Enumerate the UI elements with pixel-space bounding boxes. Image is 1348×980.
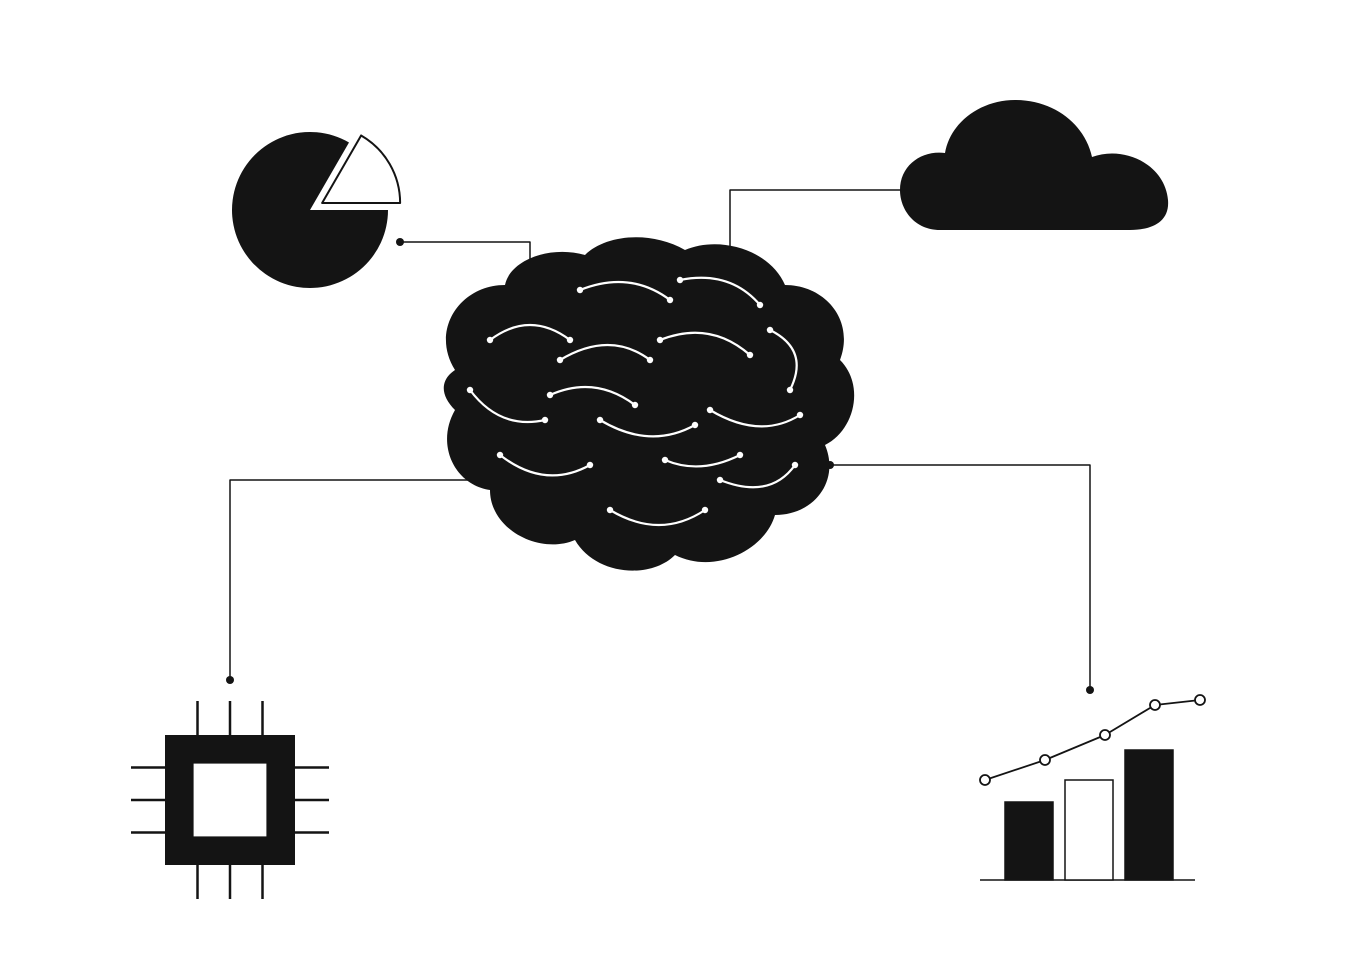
connector-dot: [396, 238, 404, 246]
brain-circuit-node: [647, 357, 653, 363]
chip-icon: [131, 701, 329, 899]
connector-brain_to_chart: [830, 465, 1090, 690]
brain-circuit-node: [542, 417, 548, 423]
brain-circuit-node: [497, 452, 503, 458]
brain-circuit-node: [662, 457, 668, 463]
brain-circuit-node: [692, 422, 698, 428]
brain-circuit-node: [747, 352, 753, 358]
brain-circuit-node: [767, 327, 773, 333]
chart-bar-1: [1065, 780, 1113, 880]
chart-trend-marker-2: [1100, 730, 1110, 740]
bar-chart-icon: [980, 695, 1205, 880]
brain-circuit-node: [597, 417, 603, 423]
brain-circuit-node: [702, 507, 708, 513]
chart-bar-0: [1005, 802, 1053, 880]
brain-circuit-node: [607, 507, 613, 513]
brain-icon: [444, 237, 854, 570]
brain-circuit-node: [707, 407, 713, 413]
brain-circuit-node: [792, 462, 798, 468]
brain-circuit-node: [467, 387, 473, 393]
brain-circuit-node: [797, 412, 803, 418]
chart-trend-marker-4: [1195, 695, 1205, 705]
chart-trend-marker-0: [980, 775, 990, 785]
brain-circuit-node: [632, 402, 638, 408]
brain-circuit-node: [677, 277, 683, 283]
chart-trend-marker-3: [1150, 700, 1160, 710]
brain-circuit-node: [487, 337, 493, 343]
chart-trend-marker-1: [1040, 755, 1050, 765]
brain-circuit-node: [577, 287, 583, 293]
brain-circuit-node: [657, 337, 663, 343]
connector-brain_to_chip: [230, 480, 490, 680]
pie-chart-icon: [232, 132, 400, 288]
connector-dot: [226, 676, 234, 684]
cloud-icon: [900, 100, 1168, 230]
brain-circuit-node: [667, 297, 673, 303]
brain-circuit-node: [557, 357, 563, 363]
brain-circuit-node: [737, 452, 743, 458]
cloud-shape: [900, 100, 1168, 230]
brain-circuit-node: [567, 337, 573, 343]
brain-circuit-node: [587, 462, 593, 468]
chip-window: [194, 764, 267, 837]
brain-circuit-node: [757, 302, 763, 308]
brain-circuit-node: [717, 477, 723, 483]
chart-bar-2: [1125, 750, 1173, 880]
connector-dot: [1086, 686, 1094, 694]
brain-circuit-node: [787, 387, 793, 393]
brain-circuit-node: [547, 392, 553, 398]
